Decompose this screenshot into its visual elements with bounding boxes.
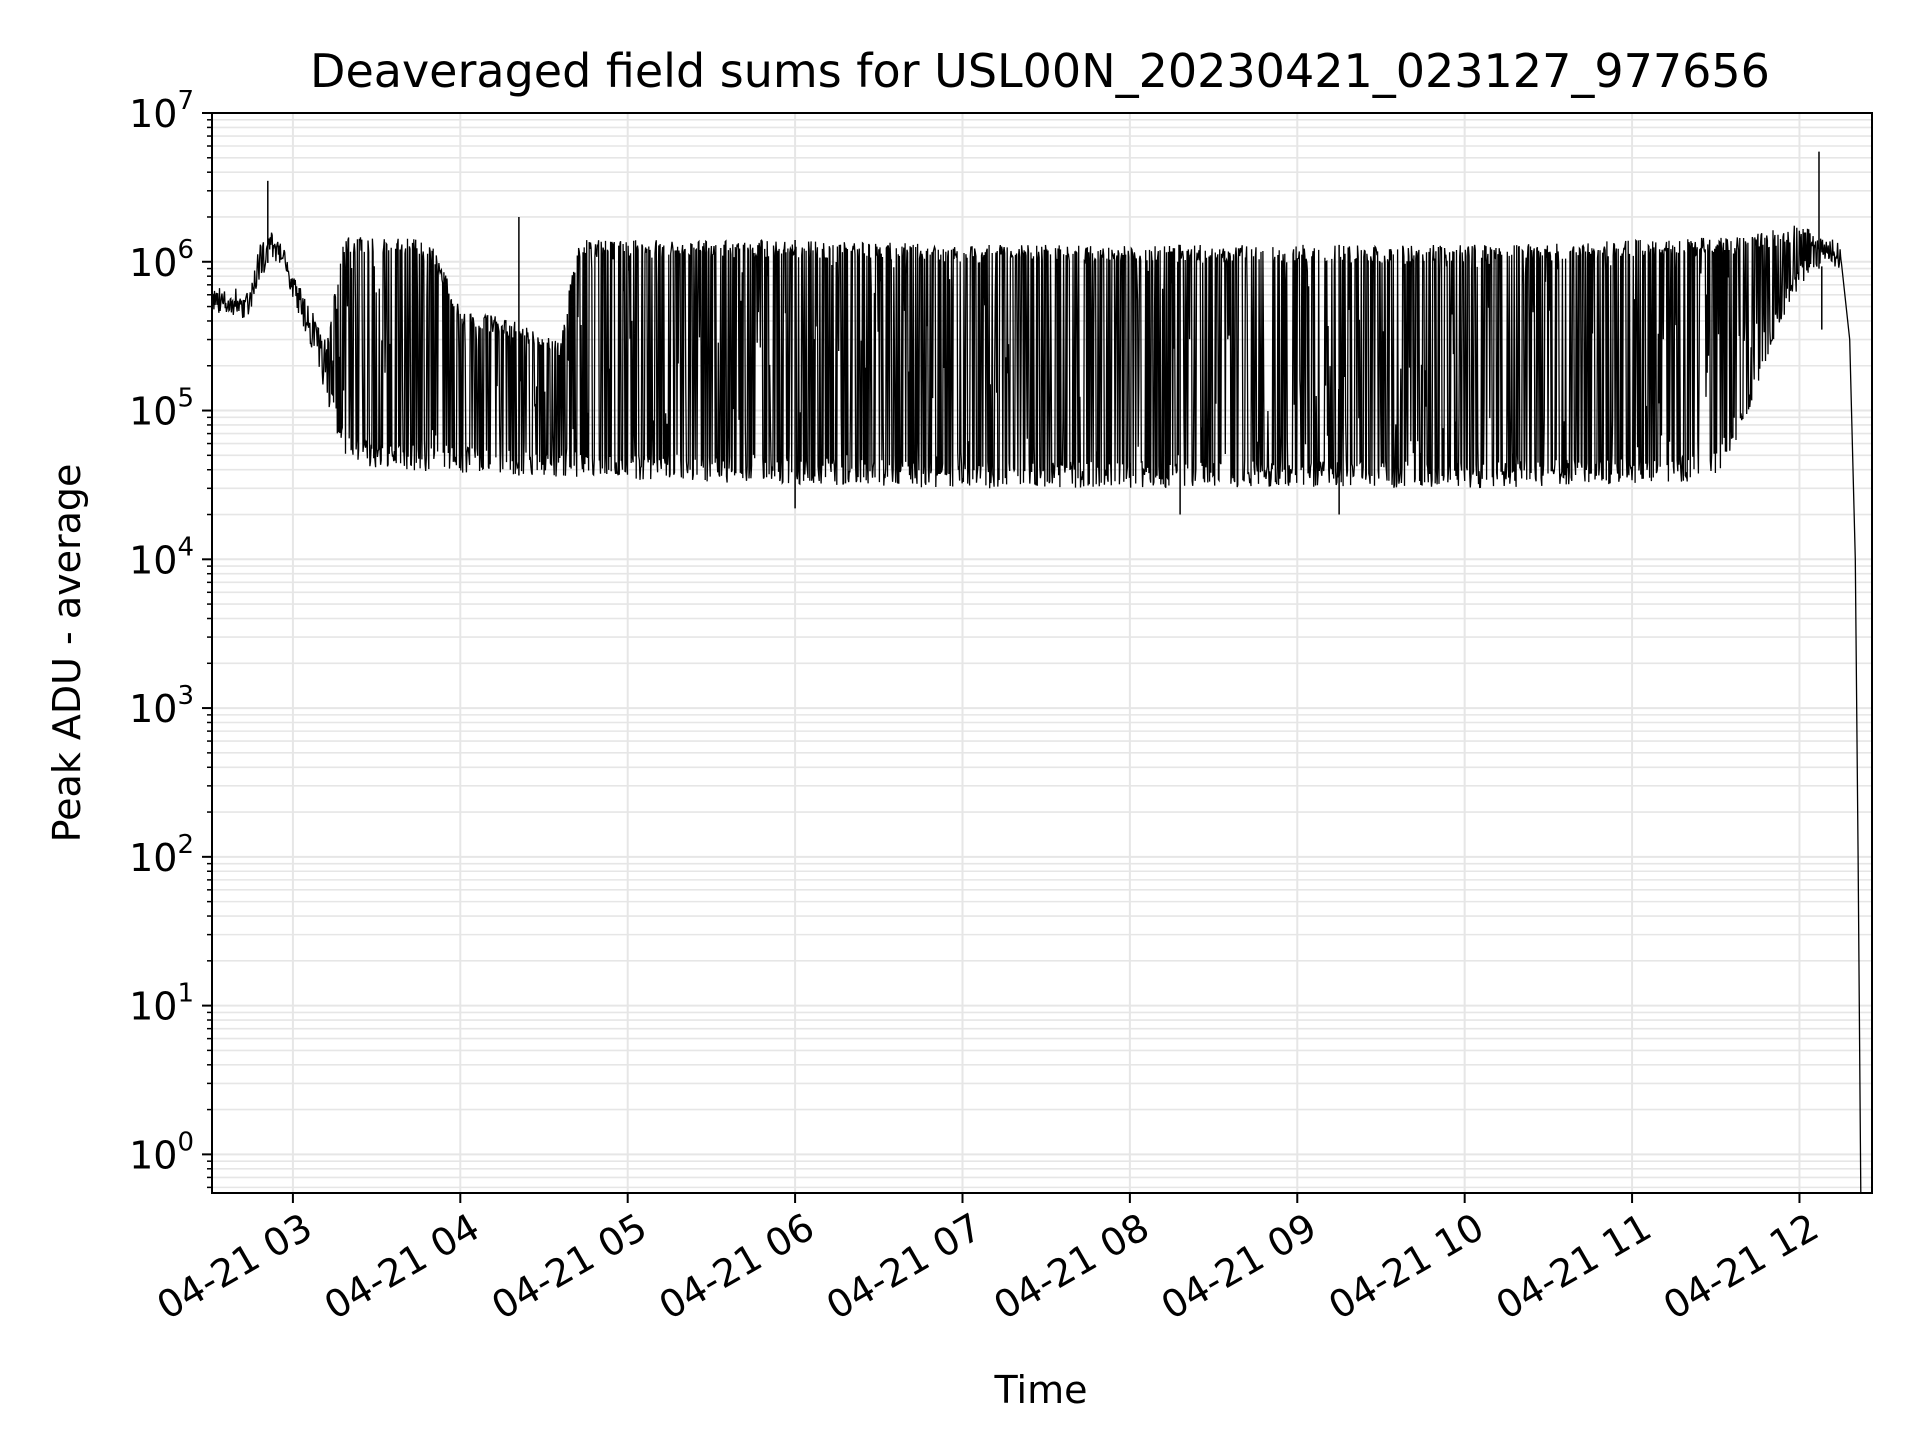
- x-axis-label: Time: [994, 1368, 1088, 1412]
- plot-area: [212, 151, 1862, 1193]
- y-tick-label: 107: [129, 86, 194, 136]
- y-tick-label: 101: [129, 979, 194, 1029]
- plot-frame: [211, 112, 1873, 1194]
- chart-title: Deaveraged field sums for USL00N_2023042…: [310, 44, 1770, 98]
- y-axis: 100 101 102 103 104 105 106 107: [129, 86, 212, 1189]
- y-axis-label: Peak ADU - average: [45, 464, 89, 843]
- y-tick-label: 105: [129, 384, 194, 434]
- grid: [212, 112, 1872, 1193]
- series-group: [212, 151, 1862, 1193]
- y-tick-label: 102: [129, 830, 194, 880]
- y-tick-label: 106: [129, 235, 194, 285]
- y-tick-label: 100: [129, 1127, 194, 1177]
- y-tick-label: 104: [129, 532, 194, 582]
- y-tick-label: 103: [129, 681, 194, 731]
- series-line: [212, 225, 1862, 1193]
